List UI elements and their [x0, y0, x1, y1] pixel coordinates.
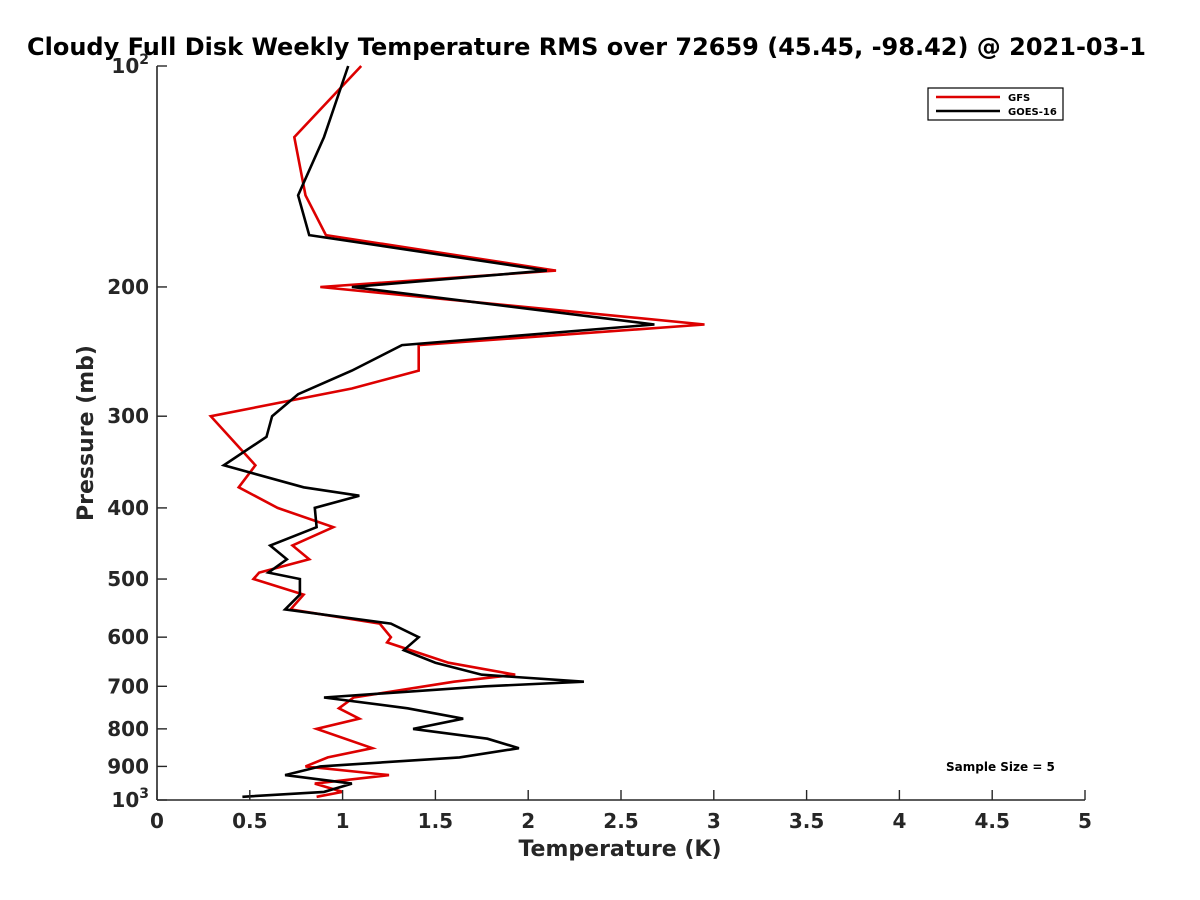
series-line-goes-16 [220, 65, 655, 799]
y-tick-label: 600 [107, 625, 149, 649]
x-tick-label: 1 [336, 809, 350, 833]
x-tick-label: 5 [1078, 809, 1092, 833]
x-tick-label: 4.5 [974, 809, 1009, 833]
y-tick-label: 300 [107, 404, 149, 428]
x-tick-label: 2.5 [603, 809, 638, 833]
x-tick-label: 3.5 [789, 809, 824, 833]
y-axis-label: Pressure (mb) [74, 345, 99, 521]
x-tick-label: 3 [707, 809, 721, 833]
chart-title: Cloudy Full Disk Weekly Temperature RMS … [27, 33, 1146, 61]
y-tick-label: 800 [107, 717, 149, 741]
y-tick-label: 900 [107, 754, 149, 778]
y-tick-label: 200 [107, 275, 149, 299]
legend-label-gfs: GFS [1008, 93, 1030, 104]
plot-lines [208, 65, 705, 799]
x-axis-label: Temperature (K) [518, 837, 721, 862]
x-tick-label: 1.5 [418, 809, 453, 833]
y-tick-label: 103 [111, 786, 149, 812]
x-tick-label: 0.5 [232, 809, 267, 833]
y-tick-label: 700 [107, 674, 149, 698]
series-line-gfs [208, 65, 705, 799]
y-tick-label: 500 [107, 567, 149, 591]
legend-box [927, 87, 1064, 121]
y-ticks: 102 200 300 400 500 600 700 800 900 103 [107, 52, 167, 812]
legend: GFS GOES-16 [927, 87, 1064, 121]
x-tick-label: 0 [150, 809, 164, 833]
x-ticks: 0 0.5 1 1.5 2 2.5 3 3.5 4 4.5 5 [150, 790, 1092, 833]
sample-size-note: Sample Size = 5 [946, 760, 1055, 774]
y-tick-label: 400 [107, 496, 149, 520]
y-tick-label: 102 [111, 52, 149, 78]
axes [156, 66, 1085, 801]
x-tick-label: 2 [521, 809, 535, 833]
legend-label-goes-16: GOES-16 [1008, 107, 1057, 118]
x-tick-label: 4 [892, 809, 906, 833]
